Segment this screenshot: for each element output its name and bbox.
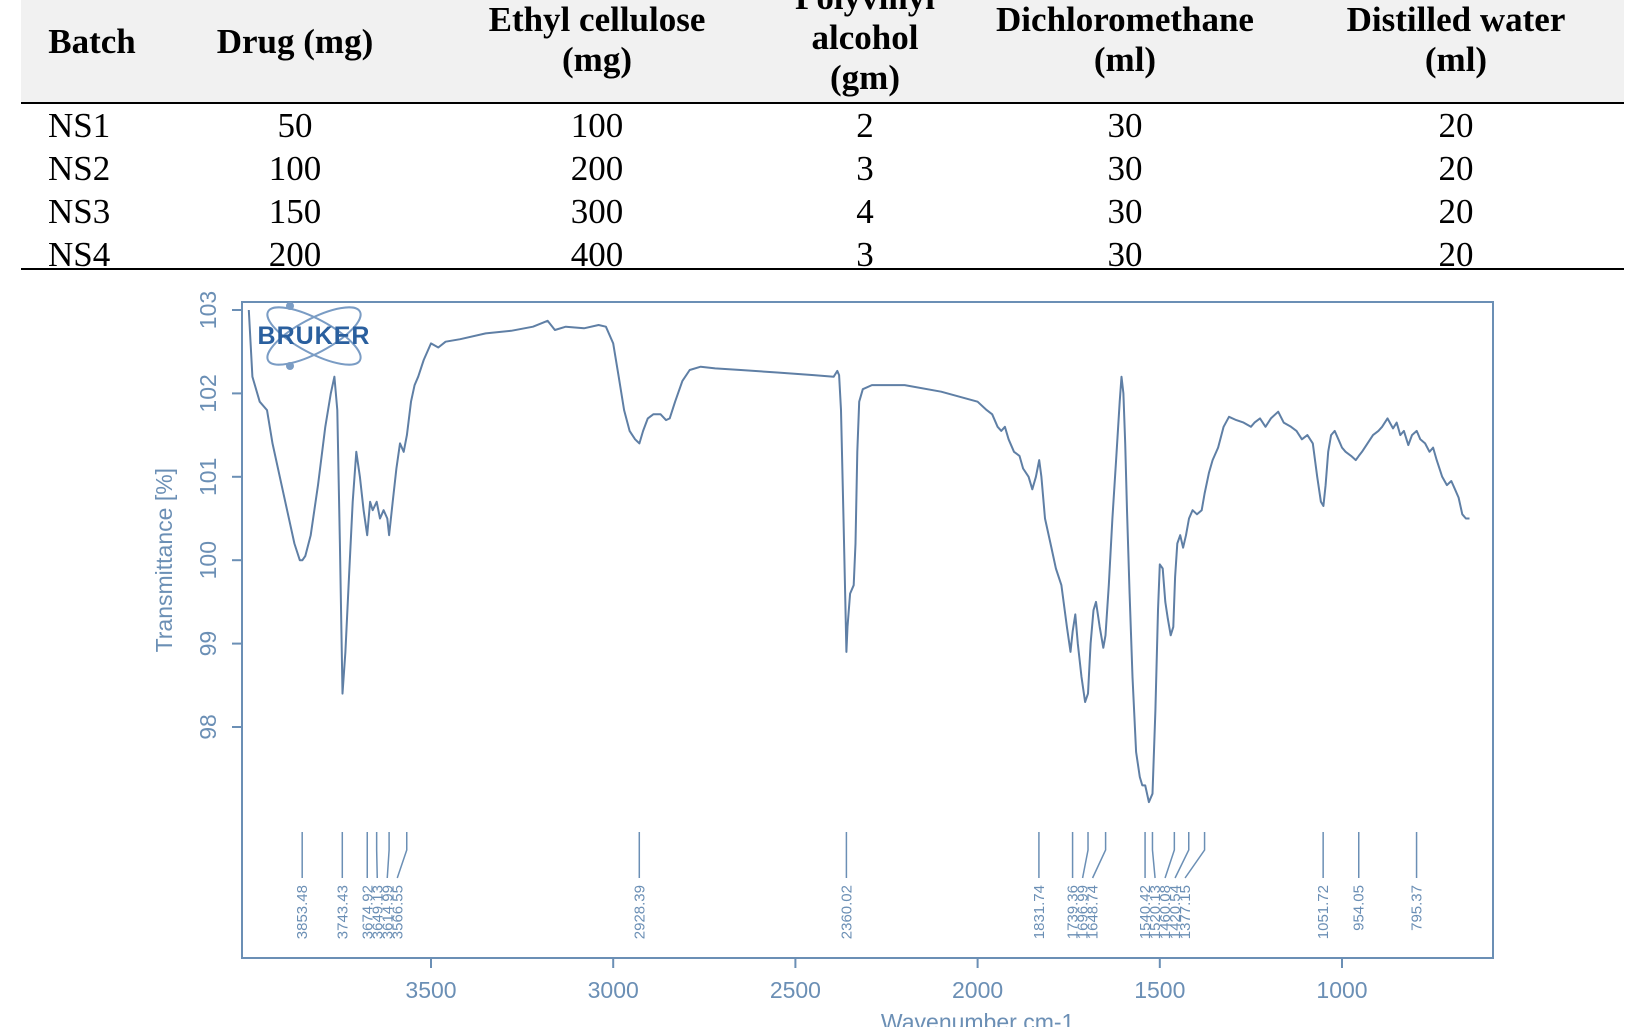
peak-marker-3614_99 [386, 832, 390, 879]
table-cell-r1-c5: 20 [1438, 149, 1474, 188]
table-cell-r1-c2: 200 [570, 149, 624, 188]
table-header-rule [21, 102, 1624, 104]
peak-label-3566_55: 3566.55 [389, 885, 406, 939]
x-tick-label-2000: 2000 [952, 977, 1003, 1003]
table-cell-r2-c3: 4 [856, 192, 874, 231]
table-cell-r0-c3: 2 [856, 106, 874, 145]
x-tick-label-2500: 2500 [770, 977, 821, 1003]
y-tick-label-102: 102 [195, 374, 221, 412]
logo-orbit-1 [266, 306, 362, 366]
table-cell-r2-c0: NS3 [48, 192, 111, 231]
logo-electron-1 [286, 302, 294, 310]
table-cell-r1-c3: 3 [856, 149, 874, 188]
table-cell-r0-c1: 50 [277, 106, 313, 145]
x-tick-label-1500: 1500 [1134, 977, 1185, 1003]
peak-label-1420_54: 1420.54 [1167, 885, 1184, 939]
table-cell-r0-c2: 100 [570, 106, 624, 145]
peak-marker-1420_54 [1174, 832, 1190, 879]
header-ethyl-line-1: (mg) [562, 40, 632, 79]
peak-marker-1377_15 [1184, 832, 1206, 879]
header-dcm-line-0: Dichloromethane [996, 0, 1254, 39]
peak-label-1739_36: 1739.36 [1065, 885, 1082, 939]
header-pva-line-2: (gm) [830, 58, 900, 97]
table-cell-r2-c5: 20 [1438, 192, 1474, 231]
peak-label-795_37: 795.37 [1409, 885, 1426, 931]
logo-text: BRUKER [258, 322, 371, 350]
peak-label-2360_02: 2360.02 [838, 885, 855, 939]
peak-marker-3649_13 [375, 832, 379, 879]
peak-label-3743_43: 3743.43 [334, 885, 351, 939]
table-cell-r0-c5: 20 [1438, 106, 1474, 145]
header-drug-line-0: Drug (mg) [216, 22, 374, 61]
peak-label-1051_72: 1051.72 [1315, 885, 1332, 939]
table-bottom-rule [21, 268, 1624, 270]
header-water-line-1: (ml) [1424, 40, 1488, 79]
table-cell-r2-c2: 300 [570, 192, 624, 231]
plot-border [241, 301, 1494, 959]
header-pva-line-0: Polyvinyl [795, 0, 935, 18]
peak-label-3674_92: 3674.92 [359, 885, 376, 939]
table-cell-r1-c4: 30 [1107, 149, 1143, 188]
table-cell-r2-c1: 150 [268, 192, 322, 231]
peak-label-1520_13: 1520.13 [1147, 885, 1164, 939]
logo-orbit-2 [266, 306, 362, 366]
axes: 3500 3000 2500 2000 1500 1000 98 99 100 101 102 103… [151, 291, 1368, 1027]
header-batch-line-0: Batch [48, 22, 136, 61]
table-cell-r0-c0: NS1 [48, 106, 111, 145]
bruker-logo: BRUKER [258, 302, 371, 370]
table-cell-r3-c2: 400 [570, 235, 624, 274]
table-cell-r3-c0: NS4 [48, 235, 111, 274]
peak-label-1696_99: 1696.99 [1075, 885, 1092, 939]
header-pva-line-1: alcohol [811, 18, 919, 57]
plot-frame [241, 301, 1494, 959]
logo-electron-2 [286, 362, 294, 370]
peak-marker-1520_13 [1151, 832, 1156, 879]
table-cell-r1-c0: NS2 [48, 149, 111, 188]
table-cell-r2-c4: 30 [1107, 192, 1143, 231]
peak-marker-1648_74 [1091, 832, 1107, 879]
peak-label-3649_13: 3649.13 [369, 885, 386, 939]
peak-marker-3566_55 [396, 832, 408, 879]
table-cell-r3-c4: 30 [1107, 235, 1143, 274]
header-dcm-line-1: (ml) [1093, 40, 1157, 79]
peak-marker-1460_08 [1164, 832, 1176, 879]
header-ethyl-line-0: Ethyl cellulose [488, 0, 706, 39]
y-tick-label-99: 99 [195, 631, 221, 657]
peak-label-3853_48: 3853.48 [294, 885, 311, 939]
peak-label-2928_39: 2928.39 [631, 885, 648, 939]
table-cell-r3-c3: 3 [856, 235, 874, 274]
peak-label-1460_08: 1460.08 [1157, 885, 1174, 939]
table-cell-r0-c4: 30 [1107, 106, 1143, 145]
x-tick-label-3500: 3500 [405, 977, 456, 1003]
x-axis-label: Wavenumber cm-1 [881, 1009, 1074, 1027]
peak-label-954_05: 954.05 [1351, 885, 1368, 931]
peak-label-1831_74: 1831.74 [1031, 885, 1048, 939]
table-cell-r1-c1: 100 [268, 149, 322, 188]
peak-marker-1696_99 [1081, 832, 1089, 879]
x-tick-label-1000: 1000 [1316, 977, 1367, 1003]
table-cell-r3-c1: 200 [268, 235, 322, 274]
peak-label-3614_99: 3614.99 [379, 885, 396, 939]
y-tick-label-101: 101 [195, 458, 221, 496]
y-tick-label-98: 98 [195, 714, 221, 740]
peak-label-1540_42: 1540.42 [1137, 885, 1154, 939]
peak-markers: 3853.48 3743.43 3674.923649.133614.993566.… [294, 832, 1426, 939]
spectrum-line [247, 309, 1470, 804]
y-axis-label: Transmittance [%] [151, 468, 177, 652]
spectrum-series-line [247, 309, 1470, 804]
table-cell-r3-c5: 20 [1438, 235, 1474, 274]
y-tick-label-100: 100 [195, 541, 221, 579]
peak-label-1377_15: 1377.15 [1177, 885, 1194, 939]
header-water-line-0: Distilled water [1346, 0, 1566, 39]
y-tick-label-103: 103 [195, 291, 221, 329]
peak-label-1648_74: 1648.74 [1085, 885, 1102, 939]
x-tick-label-3000: 3000 [588, 977, 639, 1003]
table-header-background [21, 0, 1624, 104]
